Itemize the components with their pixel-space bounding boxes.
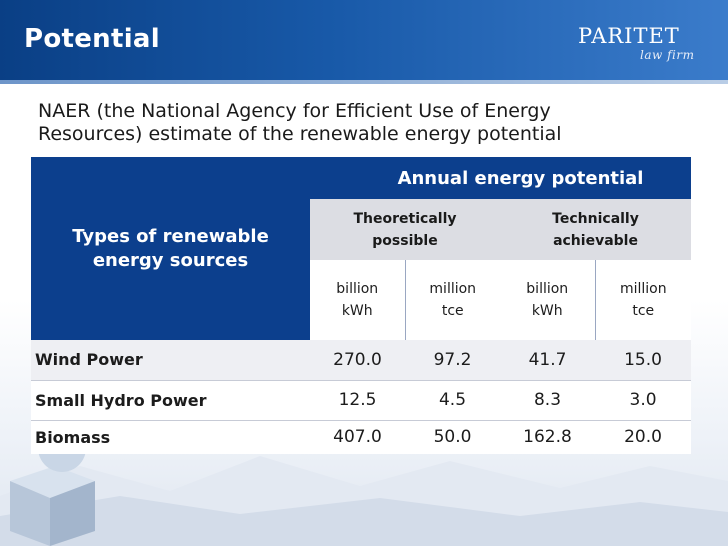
unit-line-1: billion <box>336 281 379 297</box>
unit-cell: billion kWh <box>500 260 595 340</box>
unit-line-1: billion <box>526 281 569 297</box>
unit-line-2: tce <box>632 303 655 319</box>
theoretically-line-2: possible <box>372 232 438 249</box>
unit-line-1: million <box>429 281 477 297</box>
row-label: Wind Power <box>31 340 310 380</box>
table-cell: 4.5 <box>405 379 500 420</box>
energy-potential-table: Types of renewable energy sources Annual… <box>31 157 692 454</box>
slide-title: Potential <box>24 24 160 54</box>
technically-achievable-header: Technically achievable <box>500 199 692 260</box>
technically-line-2: achievable <box>553 232 638 249</box>
slide-header: Potential PARITET law firm <box>0 0 728 80</box>
theoretically-line-1: Theoretically <box>353 210 457 227</box>
table-cell: 15.0 <box>595 340 692 380</box>
unit-line-2: kWh <box>531 303 563 319</box>
paritet-logo: PARITET <box>578 24 680 48</box>
table-row: Wind Power 270.0 97.2 41.7 15.0 <box>31 340 692 380</box>
unit-line-2: kWh <box>341 303 373 319</box>
unit-cell: million tce <box>404 260 500 340</box>
unit-cell: billion kWh <box>310 260 405 340</box>
annual-potential-header: Annual energy potential <box>310 157 692 199</box>
logo-subtitle: law firm <box>640 48 695 62</box>
row-label: Small Hydro Power <box>31 379 310 420</box>
unit-line-2: tce <box>441 303 464 319</box>
table-cell: 12.5 <box>310 379 405 420</box>
table-row: Small Hydro Power 12.5 4.5 8.3 3.0 <box>31 379 692 420</box>
table-cell: 41.7 <box>500 340 595 380</box>
table-cell: 50.0 <box>405 419 500 454</box>
intro-text: NAER (the National Agency for Efficient … <box>38 100 678 146</box>
unit-cell: million tce <box>594 260 692 340</box>
header-divider <box>0 80 728 84</box>
table-cell: 162.8 <box>500 419 595 454</box>
table-cell: 270.0 <box>310 340 405 380</box>
table-row: Biomass 407.0 50.0 162.8 20.0 <box>31 419 692 454</box>
mountain-background <box>0 456 728 546</box>
table-cell: 97.2 <box>405 340 500 380</box>
table-cell: 407.0 <box>310 419 405 454</box>
theoretically-possible-header: Theoretically possible <box>310 199 500 260</box>
row-label: Biomass <box>31 419 310 454</box>
technically-line-1: Technically <box>552 210 639 227</box>
intro-line-2: Resources) estimate of the renewable ene… <box>38 123 562 145</box>
table-cell: 20.0 <box>595 419 692 454</box>
table-cell: 8.3 <box>500 379 595 420</box>
intro-line-1: NAER (the National Agency for Efficient … <box>38 100 551 122</box>
types-header-cell: Types of renewable energy sources <box>31 157 310 340</box>
types-header-line-2: energy sources <box>92 249 249 271</box>
unit-line-1: million <box>619 281 667 297</box>
table-cell: 3.0 <box>595 379 692 420</box>
types-header-line-1: Types of renewable <box>72 225 269 247</box>
